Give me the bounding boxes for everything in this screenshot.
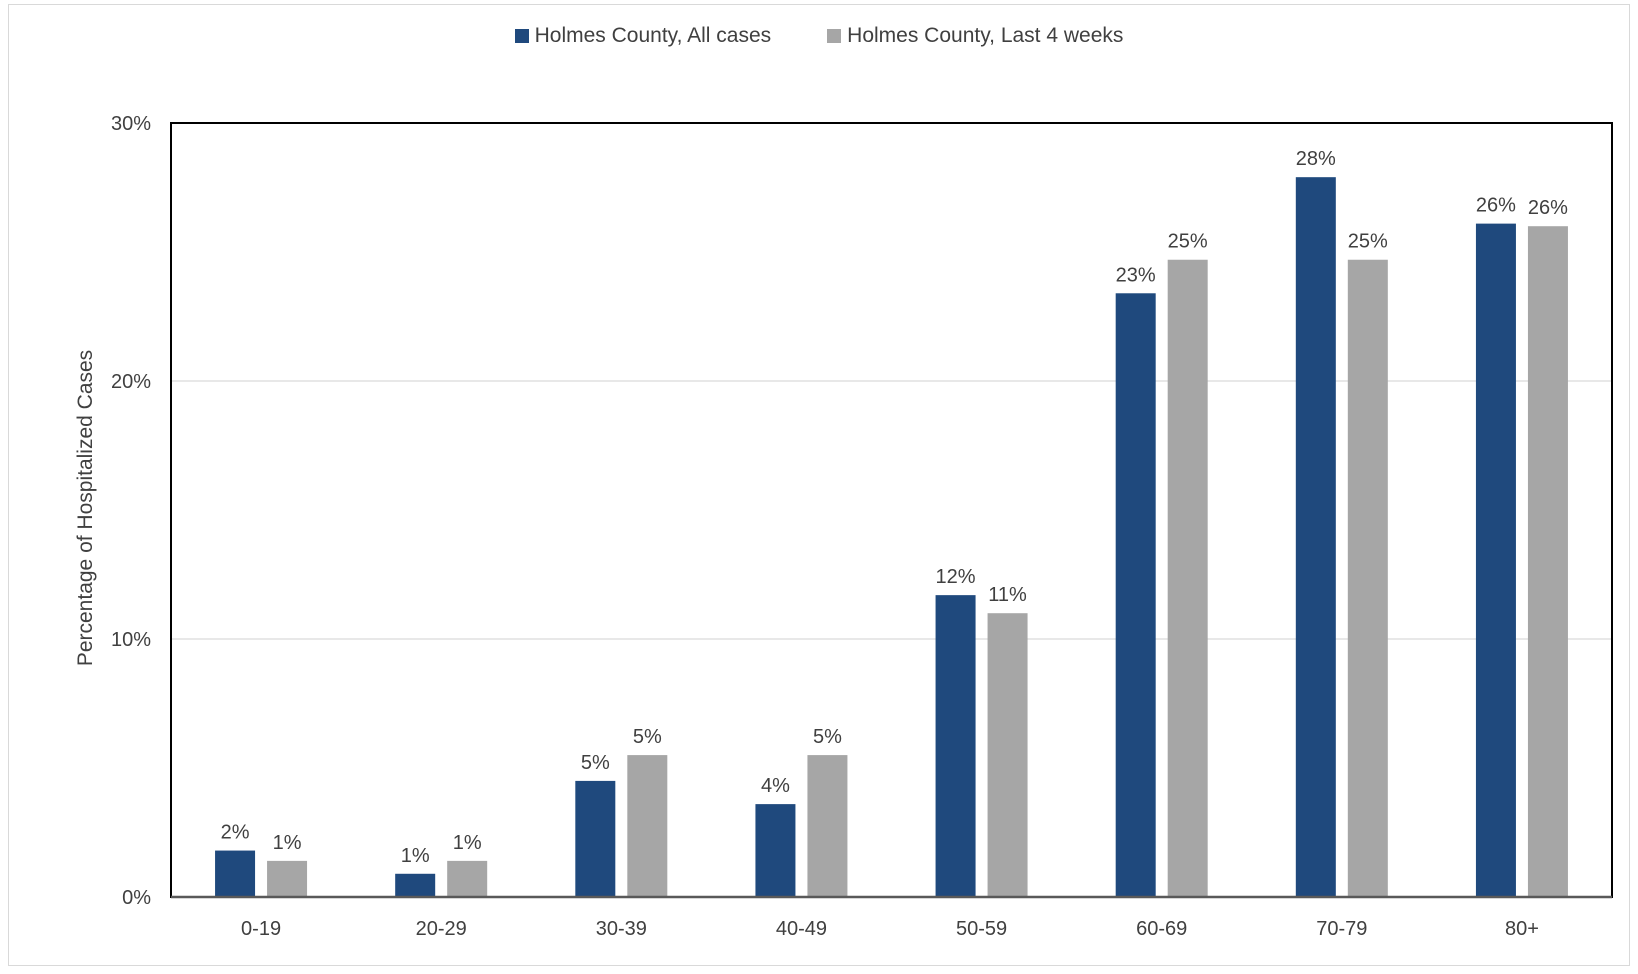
x-tick-label: 60-69	[1136, 918, 1187, 940]
bar	[395, 873, 436, 897]
y-tick-label: 0%	[122, 887, 151, 909]
data-label: 26%	[1476, 195, 1516, 217]
y-tick-label: 10%	[111, 629, 151, 651]
data-labels: 2% 1% 1% 1% 5% 5% 4% 5% 12% 11% 23% 25% 28% 25% 26% 26%	[221, 148, 1569, 867]
data-label: 5%	[633, 726, 662, 748]
x-tick-label: 50-59	[956, 918, 1007, 940]
legend-item-all-cases: Holmes County, All cases	[514, 24, 772, 48]
plot-border	[170, 122, 1613, 898]
bar	[1115, 293, 1156, 897]
bar	[1475, 223, 1516, 897]
bar	[1347, 259, 1388, 897]
x-tick-label: 40-49	[776, 918, 827, 940]
data-label: 4%	[761, 775, 790, 797]
bar	[1295, 177, 1336, 897]
data-label: 26%	[1528, 197, 1568, 219]
bar	[935, 595, 976, 897]
x-tick-label: 20-29	[416, 918, 467, 940]
axes: 0% 10% 20% 30% 0-19 20-29 30-39 40-49 50-59 60-69…	[111, 113, 1613, 940]
bars	[215, 177, 1568, 897]
bar	[215, 850, 256, 897]
data-label: 2%	[221, 822, 250, 844]
data-label: 1%	[273, 832, 302, 854]
bar	[267, 860, 308, 897]
bar	[807, 755, 848, 897]
y-tick-label: 20%	[111, 371, 151, 393]
y-tick-label: 30%	[111, 113, 151, 135]
data-label: 1%	[401, 845, 430, 867]
data-label: 11%	[988, 584, 1027, 606]
x-tick-label: 30-39	[596, 918, 647, 940]
x-tick-label: 70-79	[1316, 918, 1367, 940]
data-label: 25%	[1168, 231, 1208, 253]
bar	[1167, 259, 1208, 897]
data-label: 23%	[1116, 264, 1156, 286]
legend-label-all-cases: Holmes County, All cases	[534, 24, 772, 47]
y-axis-title: Percentage of Hospitalized Cases	[74, 350, 97, 666]
legend: Holmes County, All cases Holmes County, …	[0, 24, 1638, 48]
bar	[987, 613, 1028, 897]
bar	[447, 860, 488, 897]
legend-item-last-4-weeks: Holmes County, Last 4 weeks	[827, 24, 1123, 48]
bar	[627, 755, 668, 897]
data-label: 28%	[1296, 148, 1336, 170]
legend-swatch-last-4-weeks	[827, 29, 842, 43]
data-label: 1%	[453, 832, 482, 854]
data-label: 5%	[581, 752, 610, 774]
bar	[755, 804, 796, 897]
data-label: 5%	[813, 726, 842, 748]
data-label: 12%	[936, 566, 976, 588]
x-tick-label: 80+	[1505, 918, 1539, 940]
legend-label-last-4-weeks: Holmes County, Last 4 weeks	[847, 24, 1124, 47]
grid-lines	[171, 380, 1612, 640]
data-label: 25%	[1348, 231, 1388, 253]
bar	[1527, 226, 1568, 897]
bar	[575, 780, 616, 897]
legend-swatch-all-cases	[514, 29, 529, 43]
x-tick-label: 0-19	[241, 918, 281, 940]
